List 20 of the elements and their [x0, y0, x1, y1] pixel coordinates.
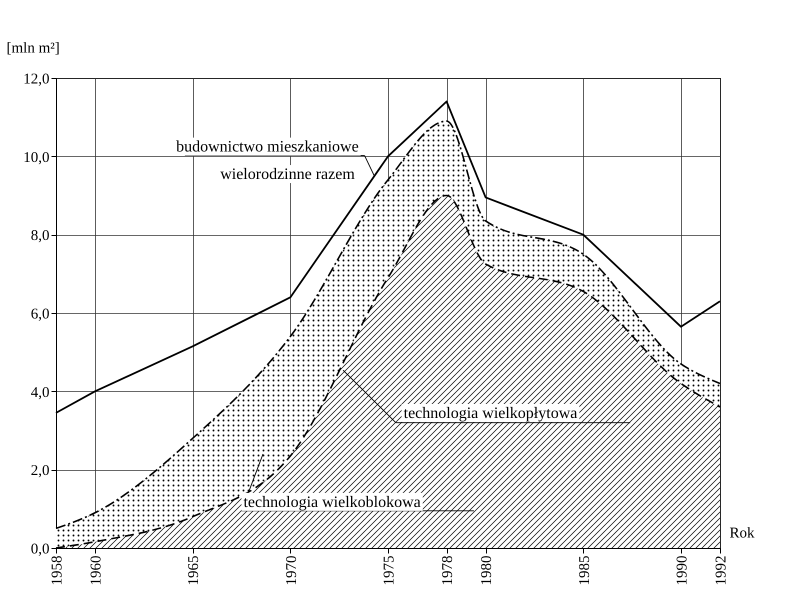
y-tick-label: 6,0: [30, 306, 50, 322]
y-tick-label: 2,0: [30, 463, 50, 480]
y-tick-label: 12,0: [23, 72, 50, 88]
x-tick-label: 1965: [186, 556, 202, 586]
x-tick-label: 1992: [714, 556, 730, 586]
y-tick-label: 8,0: [30, 228, 50, 244]
x-tick-label: 1980: [479, 556, 496, 586]
x-tick-label: 1990: [674, 556, 690, 586]
y-tick-label: 10,0: [23, 150, 50, 166]
legend-label: budownictwo mieszkaniowe wielorodzinne razem: [176, 138, 359, 184]
y-tick-label: 4,0: [30, 384, 50, 401]
x-tick-label: 1975: [382, 556, 398, 586]
x-tick-label: 1970: [284, 556, 300, 586]
x-axis-title: Rok: [729, 526, 755, 542]
x-tick-label: 1958: [50, 556, 66, 586]
y-tick-label: 0,0: [30, 542, 50, 558]
x-tick-label: 1978: [440, 556, 456, 586]
x-tick-label: 1960: [88, 556, 105, 586]
x-tick-label: 1985: [576, 556, 593, 586]
y-axis-title: [mln m²]: [6, 40, 60, 56]
